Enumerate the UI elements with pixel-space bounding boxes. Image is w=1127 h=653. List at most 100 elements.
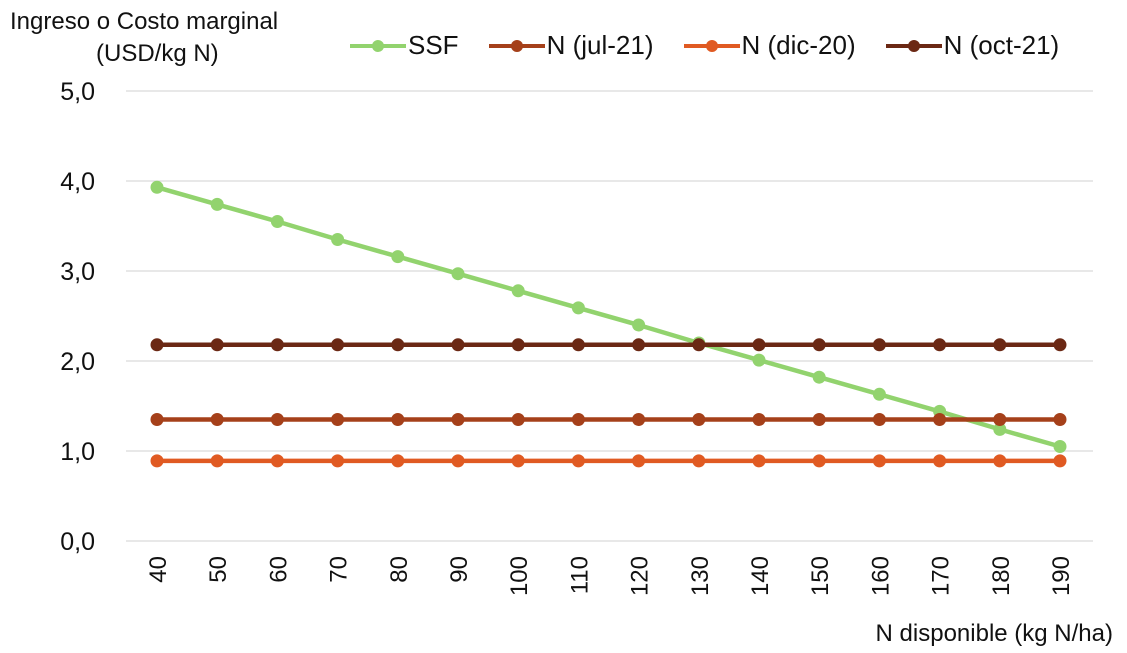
x-tick-label: 180 bbox=[988, 556, 1015, 596]
data-point bbox=[270, 454, 284, 468]
data-point bbox=[872, 454, 886, 468]
data-point bbox=[451, 267, 465, 281]
x-tick-label: 40 bbox=[145, 556, 172, 583]
data-point bbox=[632, 338, 646, 352]
data-point bbox=[210, 454, 224, 468]
data-point bbox=[571, 338, 585, 352]
y-tick-label: 5,0 bbox=[60, 78, 95, 106]
data-point bbox=[752, 454, 766, 468]
legend-label: N (jul-21) bbox=[546, 30, 654, 60]
series-line bbox=[156, 185, 1061, 449]
data-point bbox=[270, 413, 284, 426]
data-point bbox=[210, 197, 224, 211]
data-point bbox=[632, 318, 646, 332]
x-tick-label: 130 bbox=[687, 556, 714, 596]
data-point bbox=[391, 454, 405, 468]
legend-label: N (dic-20) bbox=[741, 30, 856, 60]
x-tick-label: 100 bbox=[506, 556, 533, 596]
data-point bbox=[391, 413, 405, 426]
legend: SSF N (jul-21) N (dic-20) N (oct-21) bbox=[350, 30, 1059, 61]
data-point bbox=[451, 413, 465, 426]
data-point bbox=[331, 338, 345, 352]
data-point bbox=[150, 180, 164, 194]
legend-item: N (jul-21) bbox=[488, 30, 654, 61]
data-point bbox=[331, 454, 345, 468]
legend-label: SSF bbox=[408, 30, 459, 60]
x-tick-label: 150 bbox=[807, 556, 834, 596]
y-tick-label: 2,0 bbox=[60, 348, 95, 376]
x-tick-label: 90 bbox=[446, 556, 473, 583]
data-point bbox=[933, 413, 947, 426]
data-point bbox=[812, 413, 826, 426]
data-point bbox=[571, 301, 585, 315]
x-axis-title: N disponible (kg N/ha) bbox=[875, 620, 1113, 647]
y-tick-label: 1,0 bbox=[60, 438, 95, 466]
data-point bbox=[872, 413, 886, 426]
x-tick-label: 50 bbox=[205, 556, 232, 583]
data-point bbox=[692, 454, 706, 468]
data-point bbox=[933, 338, 947, 352]
legend-label: N (oct-21) bbox=[943, 30, 1060, 60]
data-point bbox=[993, 422, 1007, 436]
data-point bbox=[150, 338, 164, 352]
data-point bbox=[632, 454, 646, 468]
x-tick-label: 160 bbox=[867, 556, 894, 596]
data-point bbox=[1053, 440, 1067, 453]
x-tick-label: 190 bbox=[1048, 556, 1075, 596]
legend-swatch bbox=[350, 39, 406, 52]
data-point bbox=[391, 250, 405, 264]
data-point bbox=[331, 233, 345, 246]
data-point bbox=[571, 413, 585, 426]
data-point bbox=[511, 413, 525, 426]
x-tick-label: 110 bbox=[566, 556, 593, 594]
data-point bbox=[872, 387, 886, 401]
data-point bbox=[210, 338, 224, 352]
data-point bbox=[391, 338, 405, 352]
x-tick-label: 70 bbox=[326, 556, 353, 583]
legend-item: SSF bbox=[350, 30, 459, 61]
data-point bbox=[812, 338, 826, 352]
legend-swatch bbox=[885, 39, 942, 52]
y-tick-label: 0,0 bbox=[60, 528, 95, 556]
data-point bbox=[692, 338, 706, 352]
data-point bbox=[933, 454, 947, 468]
legend-swatch bbox=[488, 39, 545, 52]
data-point bbox=[511, 284, 525, 298]
data-point bbox=[993, 413, 1007, 426]
legend-item: N (oct-21) bbox=[885, 30, 1060, 61]
legend-item: N (dic-20) bbox=[683, 30, 856, 61]
data-point bbox=[993, 338, 1007, 352]
data-point bbox=[451, 454, 465, 468]
data-point bbox=[150, 454, 164, 468]
x-tick-label: 140 bbox=[747, 556, 774, 596]
data-point bbox=[692, 413, 706, 426]
x-tick-label: 60 bbox=[265, 556, 292, 583]
data-point bbox=[451, 338, 465, 352]
data-point bbox=[812, 370, 826, 384]
data-point bbox=[812, 454, 826, 468]
data-point bbox=[632, 413, 646, 426]
data-point bbox=[752, 413, 766, 426]
data-point bbox=[872, 338, 886, 352]
data-point bbox=[752, 338, 766, 352]
data-point bbox=[331, 413, 345, 426]
data-point bbox=[270, 338, 284, 352]
data-point bbox=[993, 454, 1007, 468]
x-tick-label: 80 bbox=[386, 556, 413, 583]
x-tick-label: 170 bbox=[928, 556, 955, 596]
y-tick-label: 4,0 bbox=[60, 168, 95, 196]
y-axis-title-line1: Ingreso o Costo marginal bbox=[10, 8, 279, 35]
data-point bbox=[270, 215, 284, 228]
x-tick-label: 120 bbox=[627, 556, 654, 596]
y-axis-title-line2: (USD/kg N) bbox=[96, 40, 219, 67]
data-point bbox=[1053, 454, 1067, 468]
data-point bbox=[571, 454, 585, 468]
data-point bbox=[511, 454, 525, 468]
data-point bbox=[752, 353, 766, 367]
legend-swatch bbox=[683, 39, 740, 52]
data-point bbox=[150, 413, 164, 426]
y-tick-label: 3,0 bbox=[60, 258, 95, 286]
data-point bbox=[1053, 338, 1067, 352]
data-point bbox=[511, 338, 525, 352]
